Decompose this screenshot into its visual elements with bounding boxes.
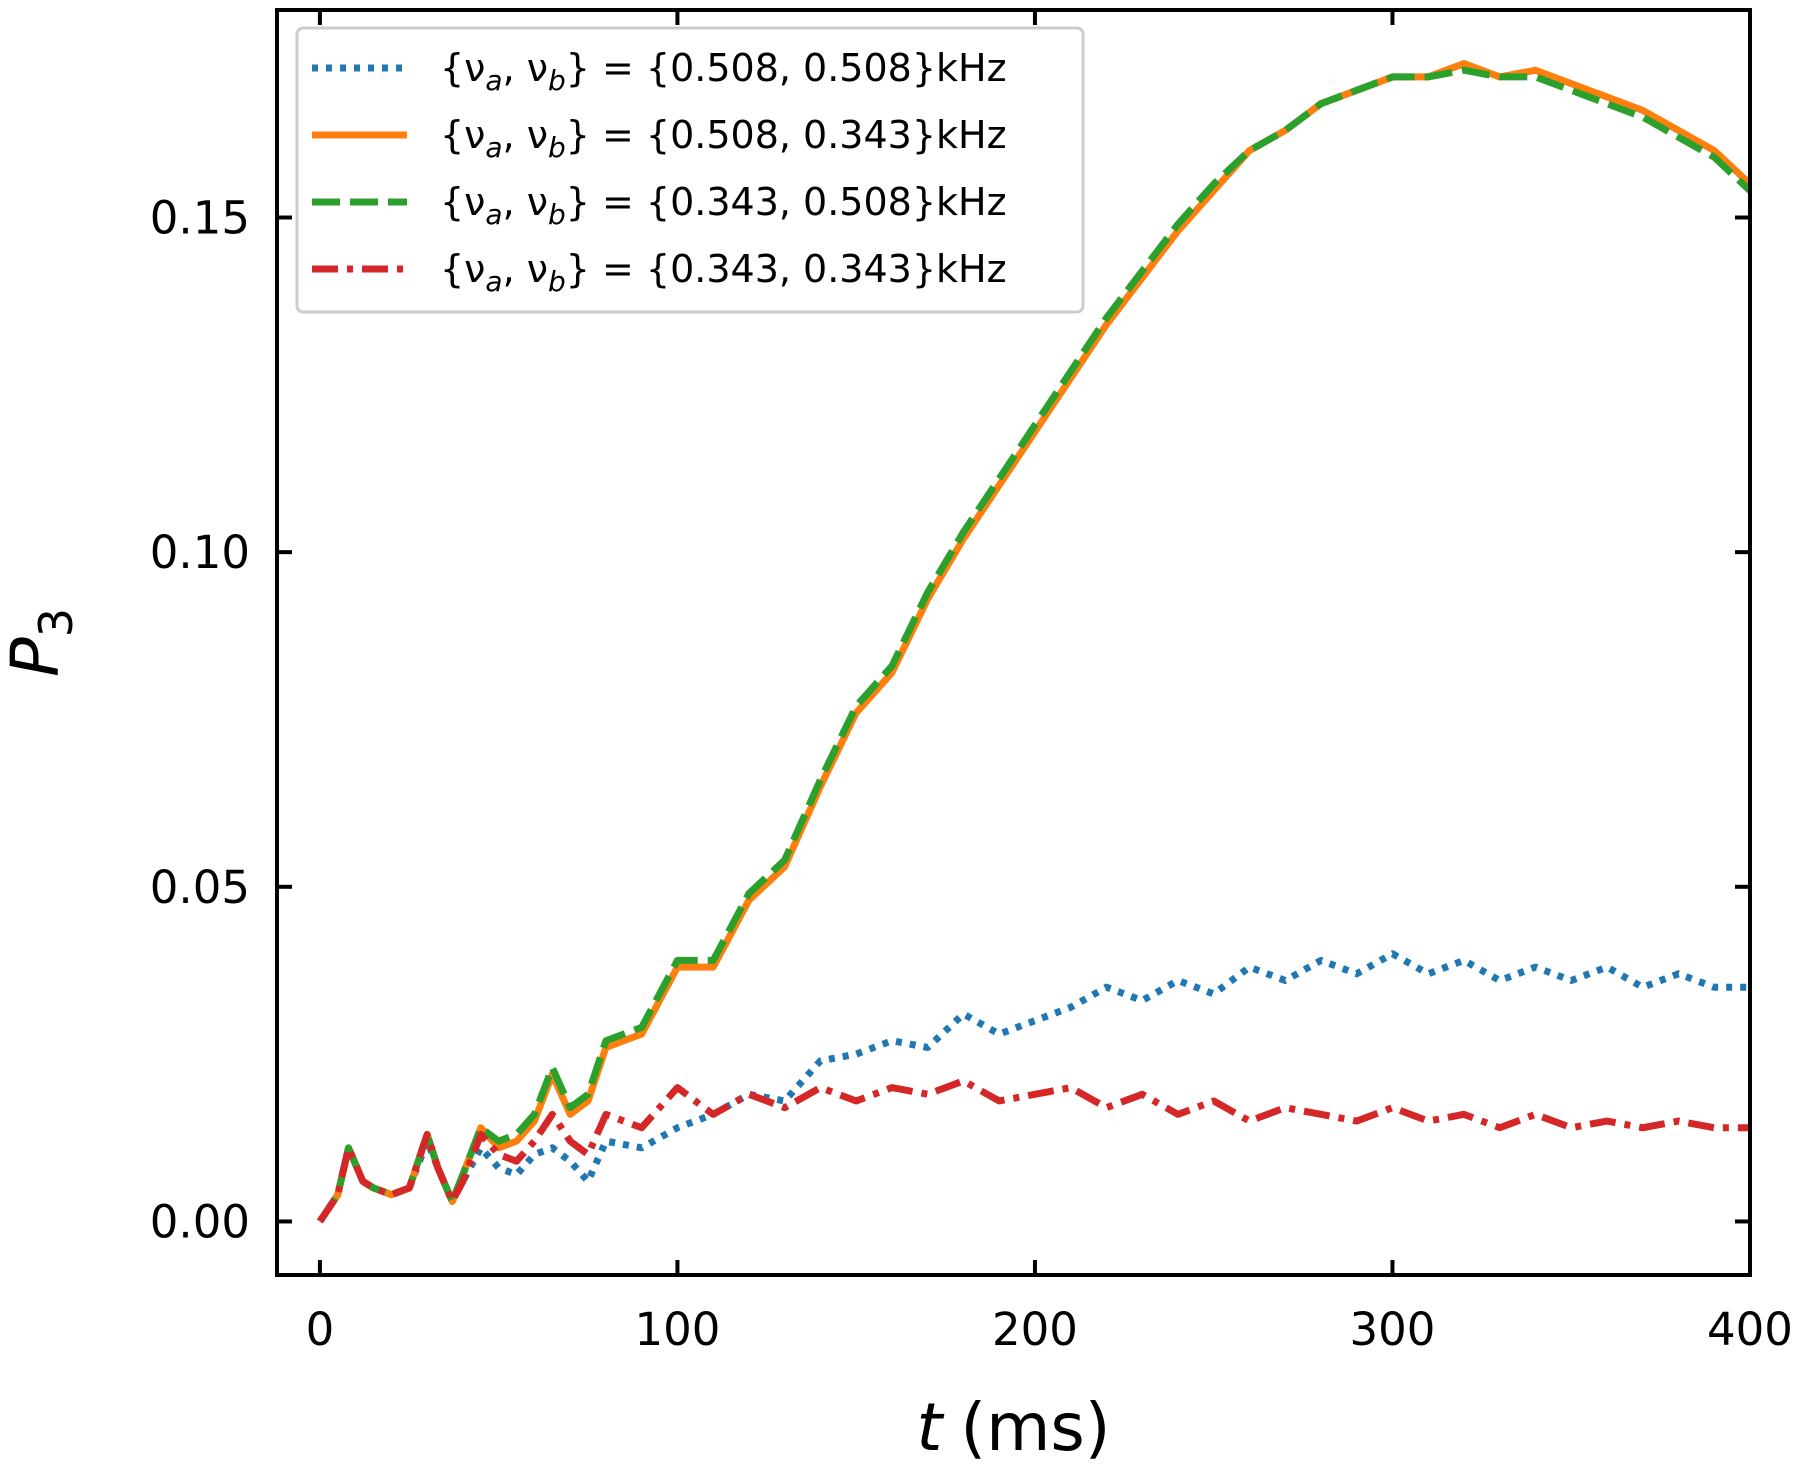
ticks-layer: 0 100 200 300 400 0.00 0.05 0.10 0.15: [150, 10, 1793, 1356]
y-axis-label: P3: [0, 608, 83, 677]
series-layer: [316, 60, 1753, 1224]
legend-label-4: {νa, νb} = {0.343, 0.343}kHz: [440, 247, 1007, 298]
x-tick-label: 400: [1707, 1303, 1793, 1356]
legend-label-1: {νa, νb} = {0.508, 0.508}kHz: [440, 46, 1007, 97]
x-tick-label: 300: [1350, 1303, 1436, 1356]
y-axis-label-variable: P: [0, 637, 74, 677]
x-tick-label: 200: [992, 1303, 1078, 1356]
y-tick-label: 0.05: [150, 861, 250, 914]
legend: {νa, νb} = {0.508, 0.508}kHz {νa, νb} = {…: [295, 26, 1085, 314]
x-tick-label: 100: [634, 1303, 720, 1356]
y-tick-label: 0.15: [150, 191, 250, 244]
legend-label-2: {νa, νb} = {0.508, 0.343}kHz: [440, 113, 1007, 164]
y-axis-label-subscript: 3: [29, 608, 83, 637]
x-tick-label: 0: [306, 1303, 335, 1356]
legend-box: [295, 26, 1085, 314]
x-axis-label: t (ms): [916, 1389, 1110, 1466]
y-tick-label: 0.10: [150, 526, 250, 579]
y-tick-label: 0.00: [150, 1195, 250, 1248]
x-axis-label-variable: t: [916, 1389, 944, 1466]
legend-label-3: {νa, νb} = {0.343, 0.508}kHz: [440, 180, 1007, 231]
axes-frame: [275, 8, 1752, 1277]
x-axis-label-unit: (ms): [960, 1389, 1110, 1466]
